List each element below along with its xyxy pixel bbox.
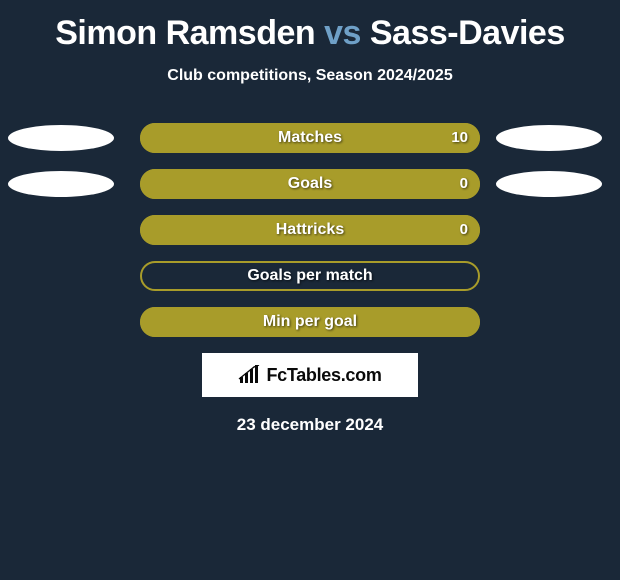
stat-bar-fill [140,169,480,199]
branding-badge: FcTables.com [202,353,418,397]
comparison-chart: Matches10 Goals0 Hattricks0 Goals per match… [0,123,620,337]
player1-marker [8,125,114,151]
stat-row: Min per goal [0,307,620,337]
branding-text: FcTables.com [266,365,381,386]
stat-row: Goals0 [0,169,620,199]
player1-marker [8,171,114,197]
page-title: Simon Ramsden vs Sass-Davies [0,0,620,53]
stat-bar-fill [140,215,480,245]
stat-bar-outline [140,261,480,291]
stat-row: Hattricks0 [0,215,620,245]
stat-bar-fill [140,307,480,337]
footer-date: 23 december 2024 [0,415,620,435]
player2-name: Sass-Davies [370,14,565,52]
player2-marker [496,125,602,151]
stat-row: Goals per match [0,261,620,291]
barchart-icon [238,365,262,385]
player1-name: Simon Ramsden [55,14,315,52]
stat-bar-fill [140,123,480,153]
vs-separator: vs [324,14,361,52]
subtitle: Club competitions, Season 2024/2025 [0,67,620,85]
stat-row: Matches10 [0,123,620,153]
player2-marker [496,171,602,197]
